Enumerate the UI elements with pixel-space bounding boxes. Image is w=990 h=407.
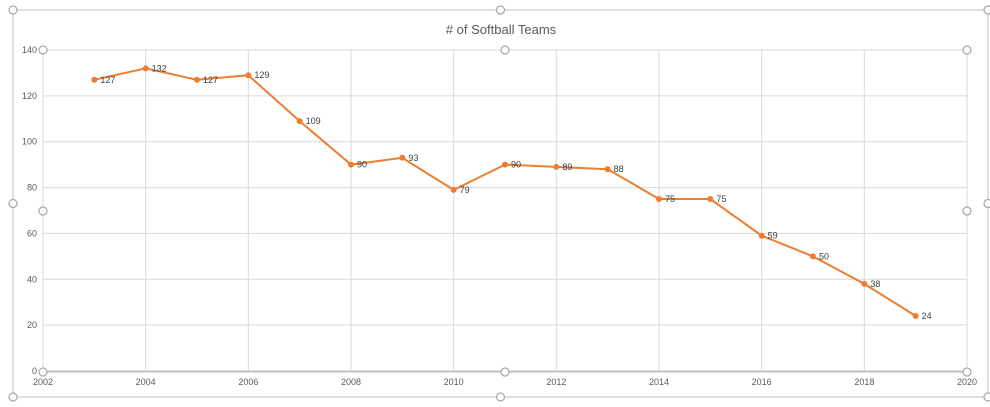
data-point [553,163,560,170]
data-label: 127 [100,75,115,85]
data-label: 129 [254,70,269,80]
chart-area-resize-handle[interactable] [8,198,18,209]
y-tick-label: 20 [27,320,37,330]
y-tick-label: 100 [22,137,37,147]
x-tick-label: 2008 [341,377,361,387]
data-label: 59 [768,231,778,241]
data-label: 109 [306,116,321,126]
data-label: 75 [716,194,726,204]
chart-area-resize-handle[interactable] [495,5,506,15]
x-tick-label: 2018 [854,377,874,387]
data-label: 93 [408,153,418,163]
y-tick-label: 120 [22,91,37,101]
plot-area-resize-handle[interactable] [38,206,48,216]
data-label: 132 [152,63,167,73]
plot-area-resize-handle[interactable] [962,206,972,216]
data-label: 79 [460,185,470,195]
data-point [348,161,354,168]
data-point [450,186,457,193]
selection-handles[interactable] [8,5,990,402]
data-series [91,65,919,319]
x-tick-label: 2002 [33,377,53,387]
x-tick-label: 2016 [752,377,772,387]
data-point [707,196,714,203]
axes: 0 20 40 60 80 100 120 140 2002 2004 2006 2008 2010 20… [22,45,977,387]
data-point [912,312,919,319]
data-point [502,161,508,168]
data-label: 89 [562,162,572,172]
data-point [758,232,765,239]
data-point [604,166,611,173]
data-point [861,280,868,287]
plot-area-resize-handle[interactable] [962,45,972,55]
data-point [810,253,816,260]
chart-area-resize-handle[interactable] [983,198,990,209]
data-label: 75 [665,194,675,204]
data-point [296,118,303,125]
data-point [245,72,252,79]
data-point [399,154,406,161]
data-point [91,76,98,83]
plot-area-frame [42,49,968,373]
chart-area-resize-handle[interactable] [983,392,990,402]
data-point [194,76,200,83]
data-label: 127 [203,75,218,85]
gridlines [42,49,968,372]
chart-title: # of Softball Teams [446,22,557,37]
chart-area-resize-handle[interactable] [495,392,506,402]
data-label: 38 [870,279,880,289]
plot-area-resize-handle[interactable] [962,367,972,377]
chart-area-resize-handle[interactable] [8,392,18,402]
y-tick-label: 80 [27,183,37,193]
x-tick-label: 2004 [136,377,156,387]
y-tick-label: 60 [27,228,37,238]
y-tick-label: 0 [32,366,37,376]
plot-area-resize-handle[interactable] [38,367,48,377]
data-label: 50 [819,251,829,261]
data-label: 90 [357,160,367,170]
x-tick-label: 2020 [957,377,977,387]
x-tick-label: 2006 [238,377,258,387]
y-tick-label: 140 [22,45,37,55]
plot-area-resize-handle[interactable] [500,367,510,377]
data-label: 88 [614,164,624,174]
data-label: 90 [511,160,521,170]
x-tick-label: 2010 [444,377,464,387]
data-labels: 127 132 127 129 109 90 93 79 90 89 88 75 75 59 50 38 24 [100,63,931,321]
data-label: 24 [922,311,932,321]
chart-area-resize-handle[interactable] [983,5,990,15]
x-tick-label: 2014 [649,377,669,387]
y-tick-label: 40 [27,274,37,284]
data-point [656,196,662,203]
plot-area-resize-handle[interactable] [500,45,510,55]
chart-area-resize-handle[interactable] [8,5,18,15]
data-point [142,65,149,72]
x-tick-label: 2012 [546,377,566,387]
plot-area-resize-handle[interactable] [38,45,48,55]
